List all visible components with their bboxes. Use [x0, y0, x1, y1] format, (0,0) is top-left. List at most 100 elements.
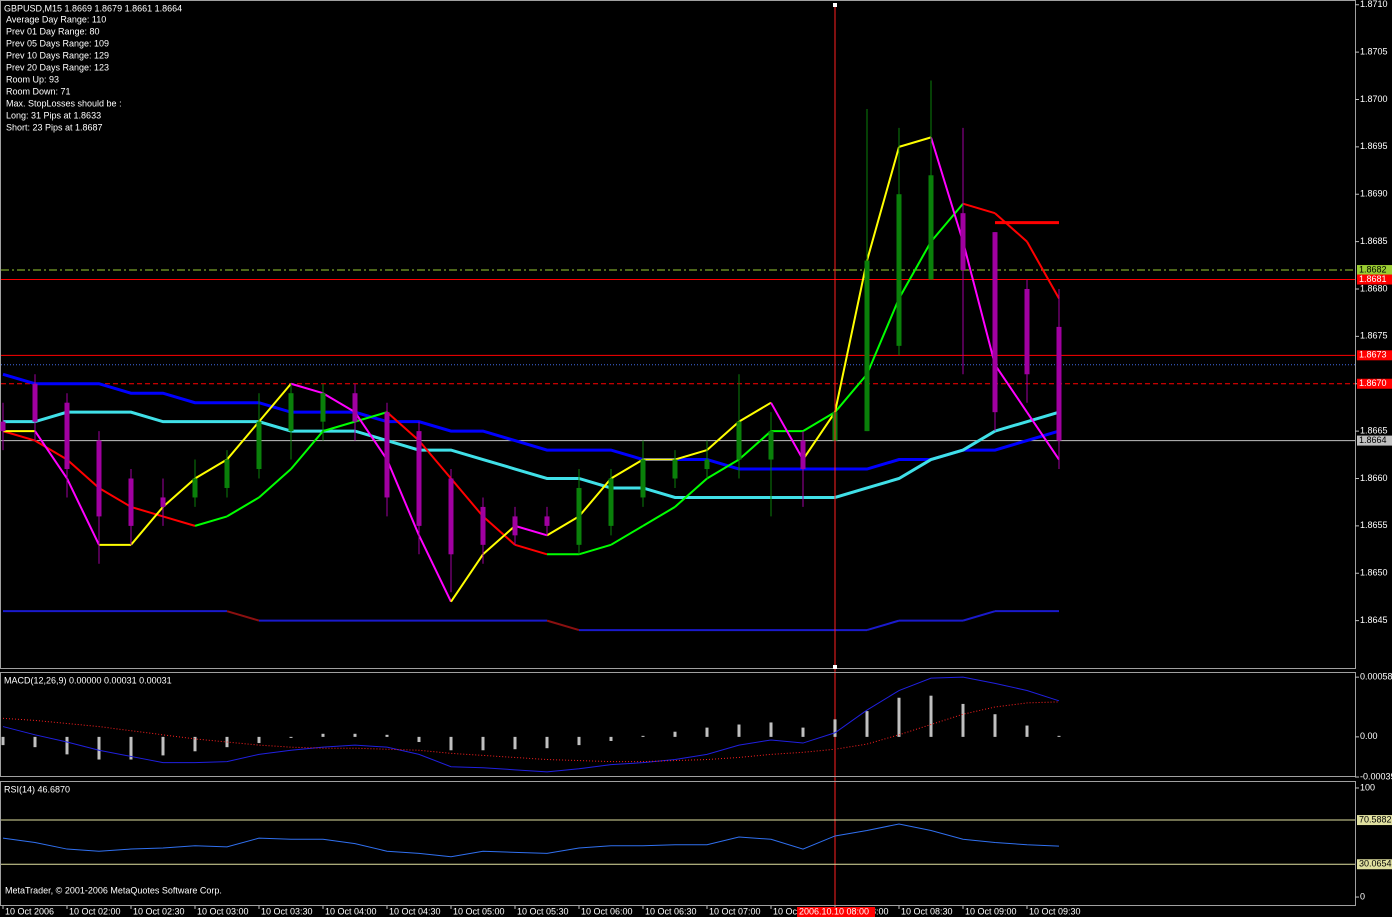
indicator-segment: [34, 439, 68, 461]
candle-body: [288, 393, 294, 432]
histogram-bar: [993, 714, 997, 737]
histogram-bar: [545, 736, 549, 749]
indicator-segment: [802, 411, 836, 461]
candle-body: [96, 440, 102, 517]
indicator-segment: [994, 364, 1028, 413]
level-label: 1.8682: [1359, 264, 1387, 274]
level-label: 30.0654: [1359, 859, 1392, 869]
x-tick-label: 10 Oct 03:30: [261, 906, 313, 916]
x-tick-label: 10 Oct 04:30: [389, 906, 441, 916]
indicator-segment: [610, 458, 644, 480]
candle-body: [256, 421, 262, 470]
indicator-segment: [226, 496, 260, 518]
histogram-bar: [737, 724, 741, 737]
histogram-bar: [481, 736, 485, 751]
indicator-segment: [962, 241, 996, 366]
indicator-segment: [834, 260, 868, 413]
candle-body: [768, 431, 774, 460]
indicator-segment: [674, 449, 708, 461]
info-line: Prev 05 Days Range: 109: [6, 38, 109, 48]
level-label: 1.8664: [1359, 435, 1387, 445]
candle-body: [896, 194, 902, 346]
candle-body: [1024, 288, 1030, 375]
histogram-bar: [161, 736, 165, 756]
histogram-bar: [1057, 735, 1061, 737]
histogram-bar: [833, 719, 837, 737]
candle-body: [320, 393, 326, 422]
indicator-segment: [322, 392, 356, 414]
level-label: 1.8681: [1359, 274, 1387, 284]
y-tick-label: 1.8680: [1360, 283, 1388, 293]
indicator-segment: [866, 619, 900, 632]
indicator-segment: [514, 543, 548, 556]
y-tick-label: 0.00058: [1360, 672, 1392, 682]
x-tick-label: 10 Oct 03:00: [197, 906, 249, 916]
x-tick-label: 10 Oct 2006: [5, 906, 54, 916]
histogram-bar: [801, 727, 805, 737]
level-tag: [1357, 859, 1392, 870]
indicator-segment: [258, 468, 292, 499]
indicator-segment: [514, 524, 548, 537]
indicator-segment: [130, 506, 164, 546]
indicator-segment: [418, 439, 452, 480]
histogram-bar: [65, 736, 69, 755]
candle-body: [352, 393, 358, 422]
y-tick-label: 1.8700: [1360, 94, 1388, 104]
candle-body: [64, 402, 70, 470]
histogram-bar: [673, 731, 677, 737]
indicator-segment: [66, 478, 100, 546]
crosshair-marker: [833, 3, 837, 7]
panel-frame: [0, 0, 1356, 669]
crosshair-label: 2006.10.10 08:00: [799, 906, 869, 916]
candle-body: [864, 260, 870, 432]
indicator-segment: [482, 525, 516, 556]
y-tick-label: 0: [1360, 891, 1365, 901]
info-line: Prev 20 Days Range: 123: [6, 62, 109, 72]
histogram-bar: [417, 736, 421, 743]
x-tick-label: 10 Oct 08:30: [901, 906, 953, 916]
histogram-bar: [33, 736, 37, 748]
indicator-segment: [834, 373, 868, 413]
candle-body: [960, 213, 966, 271]
x-tick-label: 10 Oct 04:00: [325, 906, 377, 916]
level-label: 1.8670: [1359, 378, 1387, 388]
y-tick-label: 1.8705: [1360, 46, 1388, 56]
y-tick-label: 100: [1360, 782, 1375, 792]
candle-body: [416, 431, 422, 526]
histogram-bar: [193, 736, 197, 752]
indicator-line: [2, 823, 1060, 858]
indicator-segment: [802, 411, 836, 432]
level-tag: [1357, 378, 1392, 389]
indicator-segment: [962, 202, 996, 215]
y-tick-label: -0.00039: [1360, 771, 1392, 781]
indicator-segment: [130, 505, 164, 518]
candle-body: [704, 459, 710, 470]
info-line: Prev 01 Day Range: 80: [6, 26, 100, 36]
level-tag: [1357, 265, 1392, 276]
indicator-segment: [546, 515, 580, 537]
histogram-bar: [961, 703, 965, 737]
info-line: Room Up: 93: [6, 74, 59, 84]
y-tick-label: 1.8655: [1360, 520, 1388, 530]
histogram-bar: [513, 736, 517, 750]
indicator-segment: [322, 420, 356, 433]
x-tick-label: 10 Oct 09:00: [965, 906, 1017, 916]
indicator-segment: [674, 477, 708, 508]
crosshair-tag: [797, 907, 875, 917]
histogram-bar: [705, 727, 709, 737]
x-tick-label: 10 Oct 02:00: [69, 906, 121, 916]
y-tick-label: 1.8710: [1360, 0, 1388, 9]
indicator-segment: [770, 402, 804, 461]
candle-body: [608, 478, 614, 526]
crosshair-marker: [833, 665, 837, 669]
panel-title: MACD(12,26,9) 0.00000 0.00031 0.00031: [4, 675, 172, 685]
histogram-bar: [577, 736, 581, 746]
y-tick-label: 1.8645: [1360, 615, 1388, 625]
candle-body: [544, 516, 550, 526]
candle-body: [1056, 326, 1062, 441]
indicator-segment: [706, 420, 740, 451]
panel-frame: [0, 672, 1356, 777]
candle-body: [192, 478, 198, 498]
level-tag: [1357, 815, 1392, 826]
